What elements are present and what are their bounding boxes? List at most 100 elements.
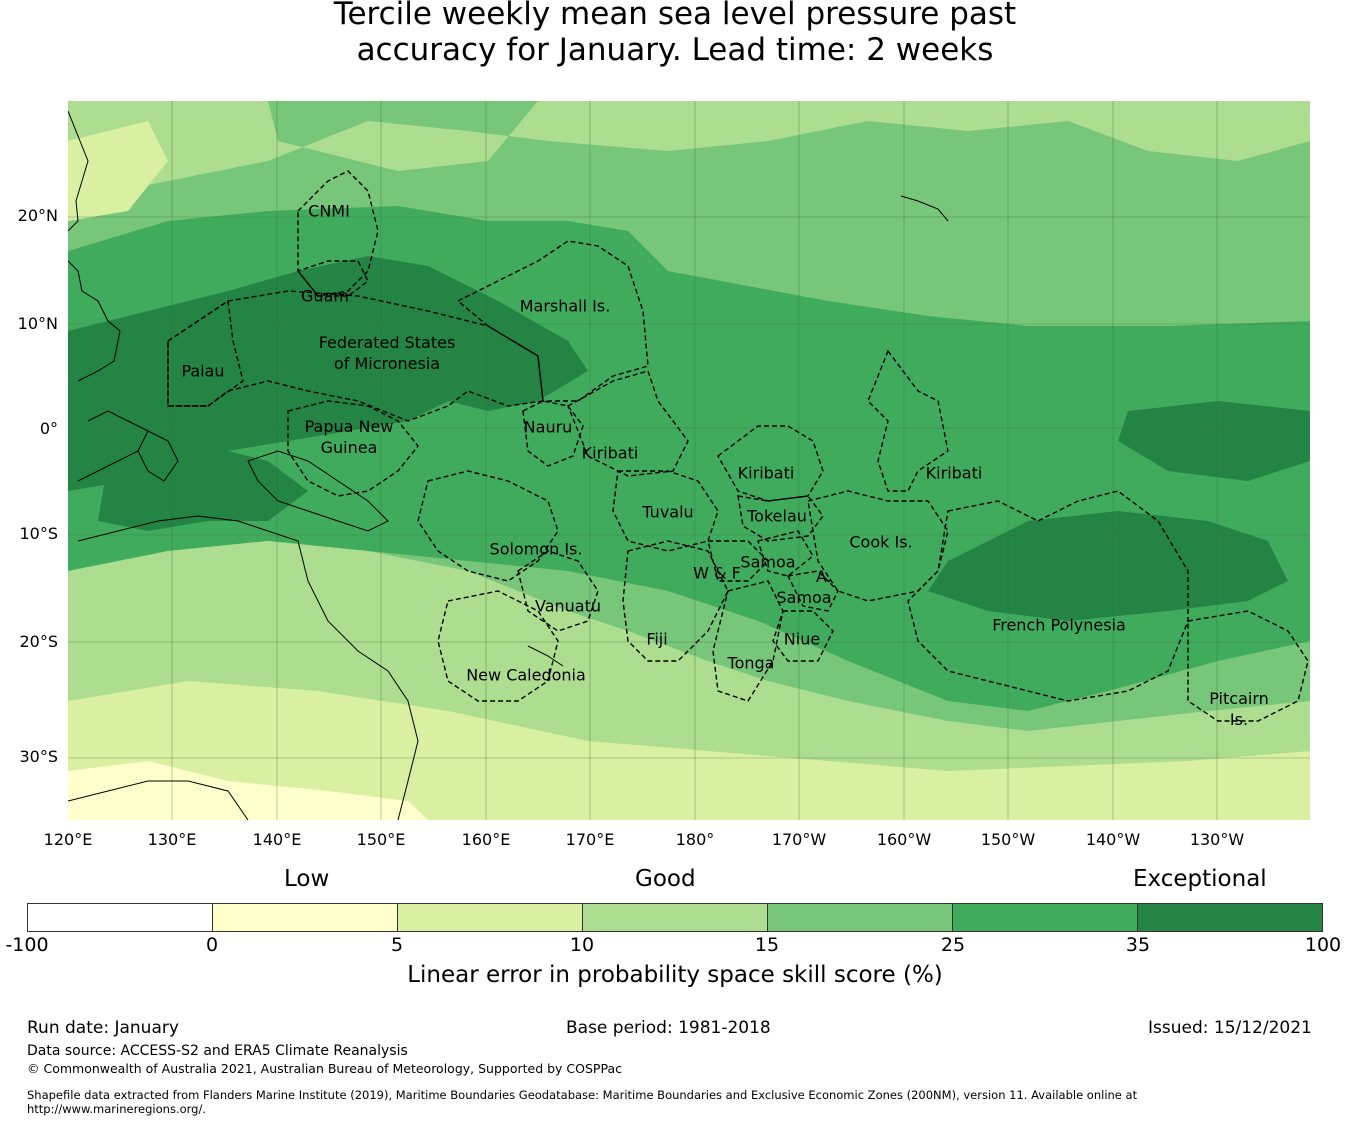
- legend-category-low: Low: [284, 866, 330, 892]
- eez-kiribati-line: [867, 349, 949, 492]
- region-label-tonga: Tonga: [727, 653, 775, 673]
- copyright: © Commonwealth of Australia 2021, Austra…: [27, 1061, 622, 1076]
- lat-label-0: 0°: [39, 419, 58, 438]
- eez-vanuatu: [517, 550, 599, 632]
- lat-label-10s: 10°S: [19, 524, 58, 543]
- eez-solomon: [417, 470, 559, 582]
- lon-label-150e: 150°E: [356, 830, 406, 849]
- region-label-tuvalu: Tuvalu: [642, 502, 694, 522]
- eez-fiji: [622, 540, 729, 662]
- colorbar-swatch: [213, 904, 398, 931]
- eez-tuvalu: [612, 470, 719, 552]
- eez-guam: [296, 260, 369, 297]
- sulawesi-coast: [137, 430, 179, 482]
- band-35-100-indonesia: [98, 441, 308, 531]
- colorbar-tick: 0: [205, 934, 219, 956]
- colorbar-tick: 5: [390, 934, 404, 956]
- band-5-10-north: [68, 121, 168, 221]
- issued-date: Issued: 15/12/2021: [1148, 1018, 1312, 1038]
- colorbar-tick: -100: [5, 934, 49, 956]
- new-guinea-coast: [247, 450, 389, 532]
- region-label-new-caledonia: New Caledonia: [466, 665, 586, 685]
- colorbar-swatch: [398, 904, 583, 931]
- region-label-american-samoa: A. Samoa: [776, 567, 832, 607]
- eez-wallis-futuna: [707, 540, 769, 582]
- colorbar-tick: 35: [1125, 934, 1151, 956]
- borneo-coast: [77, 410, 149, 482]
- lon-label-180: 180°: [675, 830, 715, 849]
- colorbar-swatch: [953, 904, 1138, 931]
- region-label-fiji: Fiji: [646, 629, 668, 649]
- band-10-15-north: [68, 101, 1310, 201]
- region-label-tokelau: Tokelau: [747, 506, 807, 526]
- lat-label-20n: 20°N: [17, 206, 58, 225]
- eez-samoa: [757, 530, 814, 577]
- data-source: Data source: ACCESS-S2 and ERA5 Climate …: [27, 1043, 408, 1059]
- eez-new-caledonia: [437, 590, 559, 702]
- region-label-cook: Cook Is.: [849, 532, 913, 552]
- region-label-niue: Niue: [783, 629, 821, 649]
- colorbar-tick: 10: [569, 934, 595, 956]
- band-35-100-south: [928, 511, 1288, 621]
- region-label-french-polynesia: French Polynesia: [992, 615, 1126, 635]
- graticule: [68, 101, 1310, 820]
- colorbar-swatch: [28, 904, 213, 931]
- band-35-100-equatorial: [1118, 401, 1310, 481]
- eez-nauru: [522, 400, 584, 467]
- region-label-palau: Palau: [181, 361, 225, 381]
- colorbar-swatch: [768, 904, 953, 931]
- eez-pitcairn: [1187, 610, 1309, 722]
- eez-american-samoa: [786, 570, 839, 612]
- lon-label-140w: 140°W: [1085, 830, 1141, 849]
- shapefile-credit: Shapefile data extracted from Flanders M…: [27, 1088, 1138, 1116]
- legend-category-good: Good: [635, 866, 696, 892]
- hawaii-coast: [900, 195, 949, 222]
- region-label-fsm: Federated States of Micronesia: [318, 333, 456, 373]
- eez-boundaries: [167, 170, 1309, 722]
- lon-label-140e: 140°E: [252, 830, 302, 849]
- band-0-5-south: [68, 761, 428, 820]
- region-label-guam: Guam: [301, 286, 349, 306]
- region-label-png: Papua New Guinea: [304, 417, 394, 457]
- skill-score-map: [68, 101, 1310, 820]
- lat-label-20s: 20°S: [19, 632, 58, 651]
- eez-cook: [807, 490, 949, 602]
- region-label-nauru: Nauru: [523, 417, 573, 437]
- eez-kiribati-phoenix: [717, 425, 824, 502]
- lon-label-130e: 130°E: [147, 830, 197, 849]
- new-caledonia-coast: [527, 645, 564, 667]
- coastlines: [68, 110, 949, 820]
- eez-kiribati-gilbert: [567, 370, 689, 477]
- region-label-kiribati-phoenix: Kiribati: [737, 463, 795, 483]
- band-5-10-south: [68, 681, 1310, 820]
- lat-label-30s: 30°S: [19, 747, 58, 766]
- colorbar-swatch: [1138, 904, 1322, 931]
- eez-french-polynesia: [907, 490, 1189, 702]
- run-date: Run date: January: [27, 1018, 179, 1038]
- lon-label-150w: 150°W: [980, 830, 1036, 849]
- eez-fsm: [167, 290, 544, 422]
- title-line-2: accuracy for January. Lead time: 2 weeks: [356, 32, 994, 68]
- colorbar: [27, 903, 1323, 932]
- region-label-kiribati-line: Kiribati: [925, 463, 983, 483]
- lon-label-130w: 130°W: [1189, 830, 1245, 849]
- lon-label-160w: 160°W: [876, 830, 932, 849]
- base-period: Base period: 1981-2018: [566, 1018, 771, 1038]
- lon-label-160e: 160°E: [461, 830, 511, 849]
- asia-coast: [68, 110, 89, 232]
- title-line-1: Tercile weekly mean sea level pressure p…: [333, 0, 1017, 32]
- australia-south-coast: [68, 780, 249, 820]
- colorbar-tick: 100: [1304, 934, 1342, 956]
- colorbar-tick: 25: [940, 934, 966, 956]
- map-area: CNMI Guam Marshall Is. Federated States …: [68, 101, 1310, 820]
- colorbar-label: Linear error in probability space skill …: [407, 962, 943, 988]
- region-label-wallis-futuna: W & F: [693, 563, 741, 583]
- band-35-100-west: [68, 256, 588, 491]
- lat-label-10n: 10°N: [17, 314, 58, 333]
- region-label-cnmi: CNMI: [308, 201, 350, 221]
- lon-label-170e: 170°E: [565, 830, 615, 849]
- eez-png: [287, 400, 419, 497]
- region-label-kiribati-gilbert: Kiribati: [581, 443, 639, 463]
- lon-label-120e: 120°E: [43, 830, 93, 849]
- eez-niue: [772, 610, 834, 662]
